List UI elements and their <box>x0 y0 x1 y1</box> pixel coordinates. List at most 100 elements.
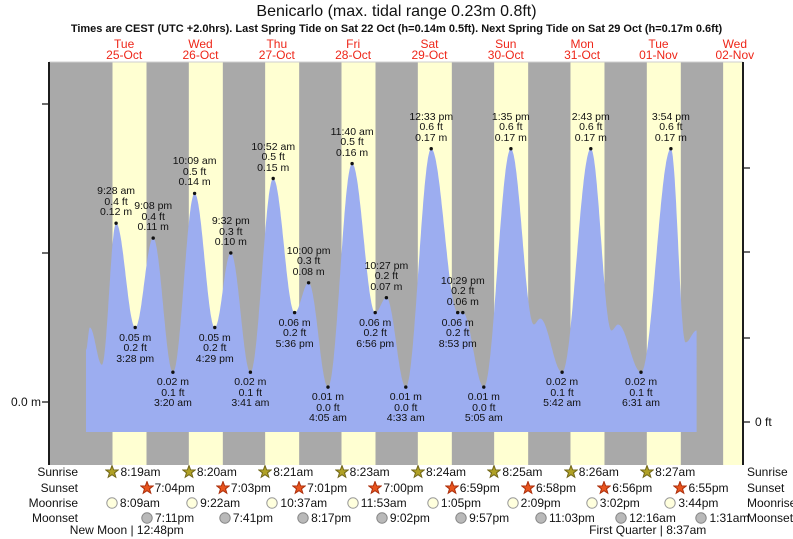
sunset-star-icon <box>139 480 154 494</box>
tide-high-annotation: 9:08 pm 0.4 ft 0.11 m <box>134 201 172 233</box>
annotation-line: 9:32 pm <box>211 215 250 227</box>
day-label: Mon 31-Oct <box>564 37 600 61</box>
annotation-line: 0.02 m <box>546 376 579 389</box>
sunset-star-icon <box>368 480 383 494</box>
tide-high-annotation: 10:00 pm 0.3 ft 0.08 m <box>287 246 331 278</box>
day-name: Tue <box>648 37 669 51</box>
annotation-line: 0.5 ft <box>261 151 285 163</box>
day-date: 30-Oct <box>487 48 524 62</box>
moonrise-moon-icon <box>266 496 279 509</box>
moonrise-moon-icon <box>506 496 519 509</box>
annotation-line: 0.07 m <box>370 280 403 293</box>
annotation-line: 0.02 m <box>156 376 189 389</box>
moonset-event: 7:11pm <box>140 510 194 525</box>
row-label-moonrise: Moonrise <box>28 495 78 510</box>
tide-extreme-dot <box>669 147 673 151</box>
moonrise-event: 11:53am <box>346 495 407 510</box>
sunset-star-icon <box>444 480 459 494</box>
moonset-event: 9:57pm <box>454 510 509 525</box>
annotation-line: 0.2 ft <box>374 270 399 283</box>
sunset-time: 7:00pm <box>383 480 424 495</box>
annotation-line: 0.10 m <box>214 236 247 248</box>
tide-low-annotation: 0.02 m 0.1 ft 6:31 am <box>622 377 660 409</box>
moonrise-time: 3:44pm <box>678 495 719 510</box>
moonrise-event: 10:37am <box>265 495 327 510</box>
tide-extreme-dot <box>114 221 118 225</box>
annotation-line: 10:00 pm <box>286 244 331 257</box>
moonset-moon-icon <box>219 511 231 524</box>
annotation-line: 3:28 pm <box>116 352 155 365</box>
sunrise-star-icon <box>105 465 120 479</box>
annotation-line: 1:35 pm <box>491 110 530 123</box>
sunrise-star-icon <box>258 465 273 479</box>
sunset-star-icon <box>673 480 688 494</box>
sunrise-star-icon <box>411 465 426 479</box>
annotation-line: 0.05 m <box>119 331 152 344</box>
row-label-sunrise: Sunrise <box>747 465 788 479</box>
day-label: Thu 27-Oct <box>258 38 295 62</box>
day-name: Mon <box>570 37 594 51</box>
sunset-star-icon <box>292 480 307 494</box>
moonrise-moon-icon <box>427 496 439 509</box>
annotation-line: 12:33 pm <box>409 110 454 123</box>
day-date: 28-Oct <box>335 48 372 62</box>
day-name: Tue <box>114 37 135 51</box>
annotation-line: 5:05 am <box>464 412 503 425</box>
moonrise-event: 8:09am <box>105 495 160 510</box>
annotation-line: 10:52 am <box>251 140 296 153</box>
tide-extreme-dot <box>248 370 253 374</box>
moonrise-event: 3:44pm <box>663 495 718 510</box>
annotation-line: 0.14 m <box>178 176 211 189</box>
annotation-line: 0.06 m <box>278 316 311 329</box>
moonrise-moon-icon <box>347 496 359 509</box>
annotation-line: 0.06 m <box>446 295 479 308</box>
sunset-event: 6:59pm <box>444 480 500 495</box>
tide-high-annotation: 12:33 pm 0.6 ft 0.17 m <box>409 112 453 144</box>
annotation-line: 0.6 ft <box>499 121 523 134</box>
annotation-line: 0.1 ft <box>550 386 574 399</box>
sunrise-star-icon <box>181 465 196 479</box>
tide-extreme-dot <box>350 161 354 166</box>
annotation-line: 0.0 ft <box>316 401 340 414</box>
sunrise-time: 8:20am <box>196 465 237 479</box>
sunset-star-icon <box>597 480 612 494</box>
day-label: Sat 29-Oct <box>411 38 447 61</box>
annotation-line: 0.2 ft <box>451 285 475 298</box>
tide-extreme-dot <box>589 147 593 151</box>
sunrise-time: 8:23am <box>349 465 390 479</box>
tide-extreme-dot <box>482 385 486 389</box>
annotation-line: 4:05 am <box>308 412 347 425</box>
moonrise-moon-icon <box>664 496 677 509</box>
moonset-moon-icon <box>376 511 388 524</box>
day-label: Wed 26-Oct <box>182 38 218 61</box>
moonset-time: 7:11pm <box>155 510 195 525</box>
moonset-moon-icon <box>297 511 309 524</box>
annotation-line: 0.12 m <box>100 206 133 219</box>
left-axis-zero-label: 0.0 m <box>10 395 41 409</box>
tide-extreme-dot <box>560 370 564 374</box>
annotation-line: 8:53 pm <box>438 337 477 350</box>
tide-extreme-dot <box>271 176 275 181</box>
chart-subtitle: Times are CEST (UTC +2.0hrs). Last Sprin… <box>70 23 723 35</box>
moon-phase-label: First Quarter | 8:37am <box>589 523 707 537</box>
annotation-line: 2:43 pm <box>571 110 610 123</box>
tide-low-annotation: 0.01 m 0.0 ft 4:33 am <box>387 392 425 424</box>
annotation-line: 0.02 m <box>624 376 658 389</box>
moonrise-event: 9:22am <box>185 495 240 510</box>
moonset-time: 1:31am <box>709 510 750 525</box>
tide-low-annotation: 0.06 m 0.2 ft 8:53 pm <box>439 318 477 350</box>
tide-high-annotation: 10:52 am 0.5 ft 0.15 m <box>251 140 296 174</box>
sunrise-event: 8:19am <box>105 465 160 480</box>
annotation-line: 4:29 pm <box>195 352 234 365</box>
annotation-line: 0.17 m <box>574 131 607 144</box>
row-label-sunset: Sunset <box>747 480 785 495</box>
moonset-event: 1:31am <box>694 510 749 525</box>
moonset-event: 7:41pm <box>218 510 273 525</box>
day-date: 27-Oct <box>258 48 295 62</box>
tide-high-annotation: 9:28 am 0.4 ft 0.12 m <box>97 186 135 218</box>
annotation-line: 0.6 ft <box>659 121 683 134</box>
moonrise-event: 3:02pm <box>585 495 640 510</box>
sunset-star-icon <box>520 480 535 494</box>
tide-high-annotation: 10:09 am 0.5 ft 0.14 m <box>173 156 217 188</box>
